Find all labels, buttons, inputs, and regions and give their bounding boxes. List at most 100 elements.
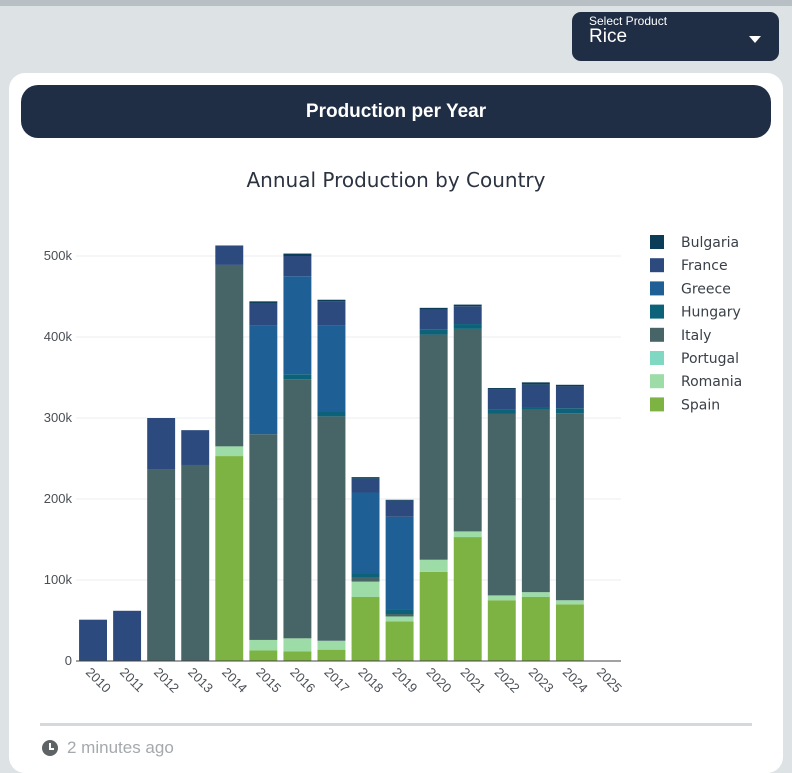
legend-swatch-hungary [650, 304, 664, 319]
bar-segment-italy [147, 469, 176, 661]
footer-divider [40, 723, 752, 726]
bar-segment-bulgaria [487, 388, 516, 390]
bar-segment-romania [385, 616, 414, 622]
x-tick-label: 2018 [355, 665, 386, 696]
bar-segment-spain [555, 604, 584, 661]
bar-segment-hungary [555, 408, 584, 414]
x-tick-label: 2019 [389, 665, 420, 696]
bar-segment-italy [453, 328, 482, 532]
bar-segment-greece [317, 325, 346, 412]
legend-swatch-france [650, 258, 664, 273]
bar-segment-italy [181, 464, 210, 661]
bar-segment-hungary [487, 409, 516, 414]
bar-segment-spain [419, 571, 448, 661]
legend-swatch-greece [650, 281, 664, 296]
x-tick-label: 2011 [117, 665, 147, 695]
bar-segment-bulgaria [453, 304, 482, 307]
x-tick-label: 2024 [560, 665, 591, 696]
bar-segment-france [521, 384, 550, 408]
chevron-down-icon[interactable] [749, 36, 761, 43]
bar-segment-bulgaria [351, 477, 380, 479]
bar-segment-france [487, 389, 516, 410]
bar-segment-hungary [521, 407, 550, 410]
bar-segment-bulgaria [555, 384, 584, 387]
bar-segment-france [249, 302, 278, 326]
bar-segment-greece [351, 492, 380, 574]
x-tick-label: 2015 [253, 665, 284, 696]
bar-segment-france [419, 309, 448, 330]
y-tick-label: 500k [44, 248, 73, 263]
bar-segment-spain [351, 597, 380, 661]
bar-segment-romania [249, 639, 278, 651]
bar-segment-romania [555, 600, 584, 605]
x-tick-label: 2016 [287, 665, 318, 696]
bar-segment-greece [283, 276, 312, 375]
bar-segment-france [181, 430, 210, 465]
bar-segment-hungary [317, 411, 346, 417]
legend-label-greece: Greece [681, 281, 731, 297]
production-chart: 0 100k 200k 300k 400k 500k Annual Production b… [44, 168, 742, 696]
legend-label-france: France [681, 258, 728, 274]
card-header: Production per Year [21, 85, 771, 138]
bar-segment-france [215, 245, 244, 265]
bar-segment-romania [521, 592, 550, 598]
bar-segment-romania [317, 640, 346, 650]
bar-segment-spain [317, 649, 346, 661]
y-tick-label: 200k [44, 491, 73, 506]
bar-segment-italy [385, 614, 414, 617]
y-tick-label: 100k [44, 572, 73, 587]
legend-label-bulgaria: Bulgaria [681, 235, 739, 251]
footer: 2 minutes ago [42, 736, 174, 760]
bar-segment-hungary [351, 573, 380, 578]
product-select-value: Rice [589, 26, 628, 47]
bar-segment-spain [283, 651, 312, 661]
bar-segment-france [79, 619, 107, 661]
y-tick-label: 400k [44, 329, 73, 344]
chart-title: Annual Production by Country [247, 168, 546, 192]
bar-segment-hungary [419, 329, 448, 335]
bar-segment-bulgaria [521, 382, 550, 385]
bar-segment-italy [419, 334, 448, 560]
bar-segment-italy [317, 416, 346, 641]
bar-segment-france [113, 610, 142, 661]
legend-swatch-portugal [650, 351, 664, 365]
bar-segment-france [555, 386, 584, 409]
bar-segment-bulgaria [419, 307, 448, 310]
bar-segment-spain [215, 456, 244, 661]
x-tick-label: 2023 [526, 665, 557, 696]
bar-segment-bulgaria [249, 301, 278, 303]
bar-segment-italy [249, 434, 278, 640]
bar-segment-greece [385, 516, 414, 610]
legend-swatch-bulgaria [650, 235, 664, 249]
bar-segment-spain [487, 600, 516, 661]
x-tick-label: 2017 [321, 665, 352, 696]
top-strip [0, 0, 792, 6]
legend-swatch-spain [650, 397, 664, 412]
bar-segment-france [283, 256, 312, 277]
x-tick-label: 2013 [185, 665, 216, 696]
x-tick-label: 2012 [151, 665, 182, 696]
bar-segment-spain [385, 621, 414, 661]
bar-segment-romania [487, 595, 516, 601]
bar-segment-hungary [385, 609, 414, 615]
legend-swatch-italy [650, 327, 664, 342]
bar-segment-france [453, 306, 482, 325]
bar-segment-france [317, 301, 346, 326]
updated-time: 2 minutes ago [67, 738, 174, 757]
y-tick-label: 300k [44, 410, 73, 425]
bar-segment-spain [249, 650, 278, 661]
x-tick-label: 2022 [492, 665, 523, 696]
y-tick-label: 0 [65, 653, 72, 668]
legend-label-spain: Spain [681, 397, 720, 413]
bar-segment-bulgaria [385, 499, 414, 501]
bar-segment-italy [487, 413, 516, 596]
product-select[interactable]: Select Product Rice [572, 12, 779, 61]
x-tick-label: 2010 [83, 665, 114, 696]
legend-swatch-romania [650, 374, 664, 389]
bar-segment-greece [249, 325, 278, 435]
bar-segment-france [147, 418, 176, 470]
bar-segment-france [385, 500, 414, 517]
legend-label-portugal: Portugal [681, 351, 739, 367]
x-tick-label: 2025 [594, 665, 625, 696]
bar-segment-hungary [283, 374, 312, 380]
